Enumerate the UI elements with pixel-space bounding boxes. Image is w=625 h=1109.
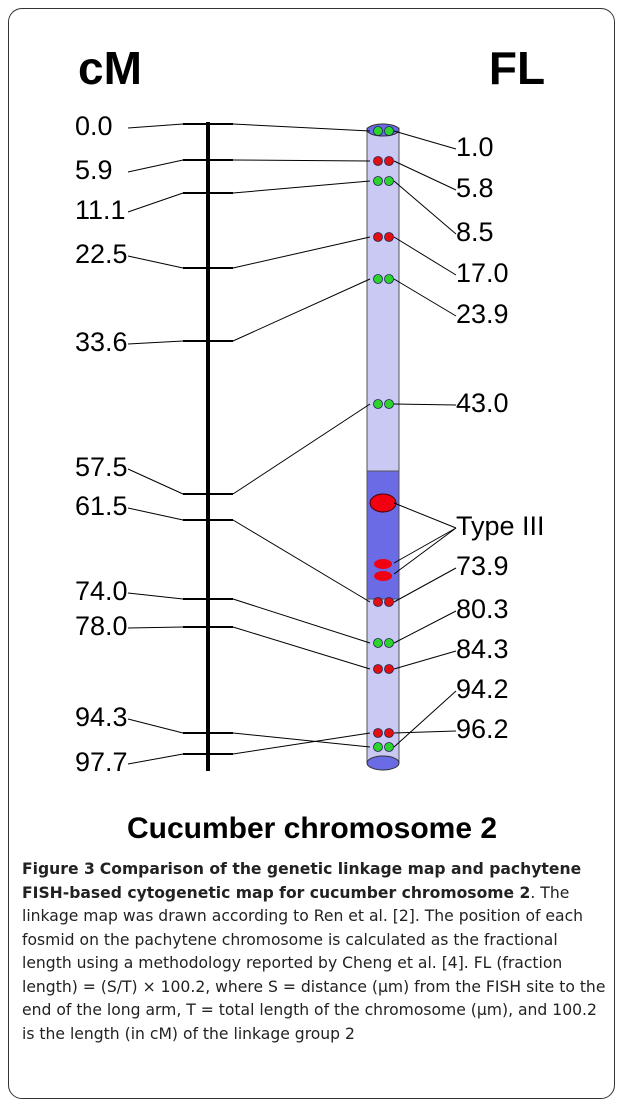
connector xyxy=(232,159,371,162)
cm-label: 97.7 xyxy=(75,747,128,777)
fl-label: 84.3 xyxy=(456,634,509,664)
connector xyxy=(127,592,184,600)
caption-text: . The linkage map was drawn according to… xyxy=(22,883,606,1043)
fl-label: 23.9 xyxy=(456,299,509,329)
fish-signal xyxy=(384,399,394,409)
caption: Figure 3 Comparison of the genetic linka… xyxy=(22,858,607,1046)
connector xyxy=(232,732,371,755)
connector xyxy=(393,730,457,734)
connector xyxy=(393,130,457,150)
fl-label: 43.0 xyxy=(456,388,509,418)
fish-signal xyxy=(373,232,383,242)
connector xyxy=(127,468,184,495)
connector xyxy=(393,690,457,748)
chromosome-end xyxy=(366,755,400,771)
caption-label: Figure 3 xyxy=(22,860,95,878)
fish-signal xyxy=(373,126,383,136)
cm-label: 0.0 xyxy=(75,111,113,141)
connector xyxy=(127,159,184,173)
fish-signal xyxy=(384,664,394,674)
fish-signal xyxy=(373,399,383,409)
connector xyxy=(127,123,184,129)
connector xyxy=(232,732,371,748)
caption-title: Comparison of the genetic linkage map an… xyxy=(22,860,582,902)
connector xyxy=(393,650,457,670)
connector xyxy=(393,610,457,644)
fl-label: 94.2 xyxy=(456,674,509,704)
fl-label: 80.3 xyxy=(456,594,509,624)
connector xyxy=(127,340,184,345)
connector xyxy=(232,236,371,269)
fish-signal xyxy=(384,597,394,607)
fl-label: 1.0 xyxy=(456,132,494,162)
fish-signal xyxy=(384,232,394,242)
connector xyxy=(393,180,457,235)
fish-signal xyxy=(384,638,394,648)
type-iii-signal xyxy=(374,559,392,569)
connector xyxy=(232,180,371,194)
cm-label: 11.1 xyxy=(75,195,126,225)
fish-signal xyxy=(373,156,383,166)
fl-label: 96.2 xyxy=(456,714,509,744)
connector xyxy=(232,519,371,603)
right-header: FL xyxy=(489,42,545,94)
fish-signal xyxy=(384,728,394,738)
fish-signal xyxy=(384,274,394,284)
connector xyxy=(232,278,371,342)
connector xyxy=(232,403,371,495)
cm-label: 78.0 xyxy=(75,611,128,641)
fish-signal xyxy=(384,156,394,166)
cm-label: 33.6 xyxy=(75,327,128,357)
fish-signal xyxy=(384,742,394,752)
fl-label: 5.8 xyxy=(456,173,494,203)
chromosome xyxy=(366,127,400,763)
fish-signal xyxy=(373,638,383,648)
fish-signal xyxy=(373,742,383,752)
type-iii-signal xyxy=(369,493,397,513)
fl-label: Type III xyxy=(456,511,545,541)
fish-signal xyxy=(373,274,383,284)
cm-label: 61.5 xyxy=(75,491,128,521)
left-header: cM xyxy=(78,42,142,94)
fish-signal xyxy=(373,664,383,674)
figure: cM FL Cucumber chromosome 2 0.0 5.9 11.1 22… xyxy=(75,42,545,845)
cm-label: 74.0 xyxy=(75,576,128,606)
figure-frame xyxy=(8,8,615,1099)
connector xyxy=(393,527,457,564)
connector xyxy=(393,527,457,575)
connector xyxy=(393,502,457,529)
fish-signal xyxy=(384,126,394,136)
connector xyxy=(393,567,457,603)
fl-label: 17.0 xyxy=(456,258,509,288)
connector xyxy=(127,753,184,765)
connector xyxy=(127,507,184,521)
fish-signal xyxy=(373,176,383,186)
connector xyxy=(127,192,184,213)
connector xyxy=(393,236,457,276)
connector xyxy=(127,626,184,629)
fish-signal xyxy=(384,176,394,186)
cm-label: 94.3 xyxy=(75,702,128,732)
fish-signal xyxy=(373,728,383,738)
connector xyxy=(127,255,184,269)
connector xyxy=(393,278,457,317)
connector xyxy=(127,718,184,734)
fl-label: 8.5 xyxy=(456,217,494,247)
connector xyxy=(232,626,371,670)
connector xyxy=(393,160,457,191)
connector xyxy=(393,403,457,406)
fl-label: 73.9 xyxy=(456,551,509,581)
figure-title: Cucumber chromosome 2 xyxy=(127,812,497,845)
cm-label: 57.5 xyxy=(75,452,128,482)
cm-label: 5.9 xyxy=(75,155,113,185)
type-iii-signal xyxy=(374,571,392,581)
chromosome-end xyxy=(366,123,400,137)
connector xyxy=(232,123,371,132)
connector xyxy=(232,598,371,644)
cm-label: 22.5 xyxy=(75,239,128,269)
fish-signal xyxy=(373,597,383,607)
